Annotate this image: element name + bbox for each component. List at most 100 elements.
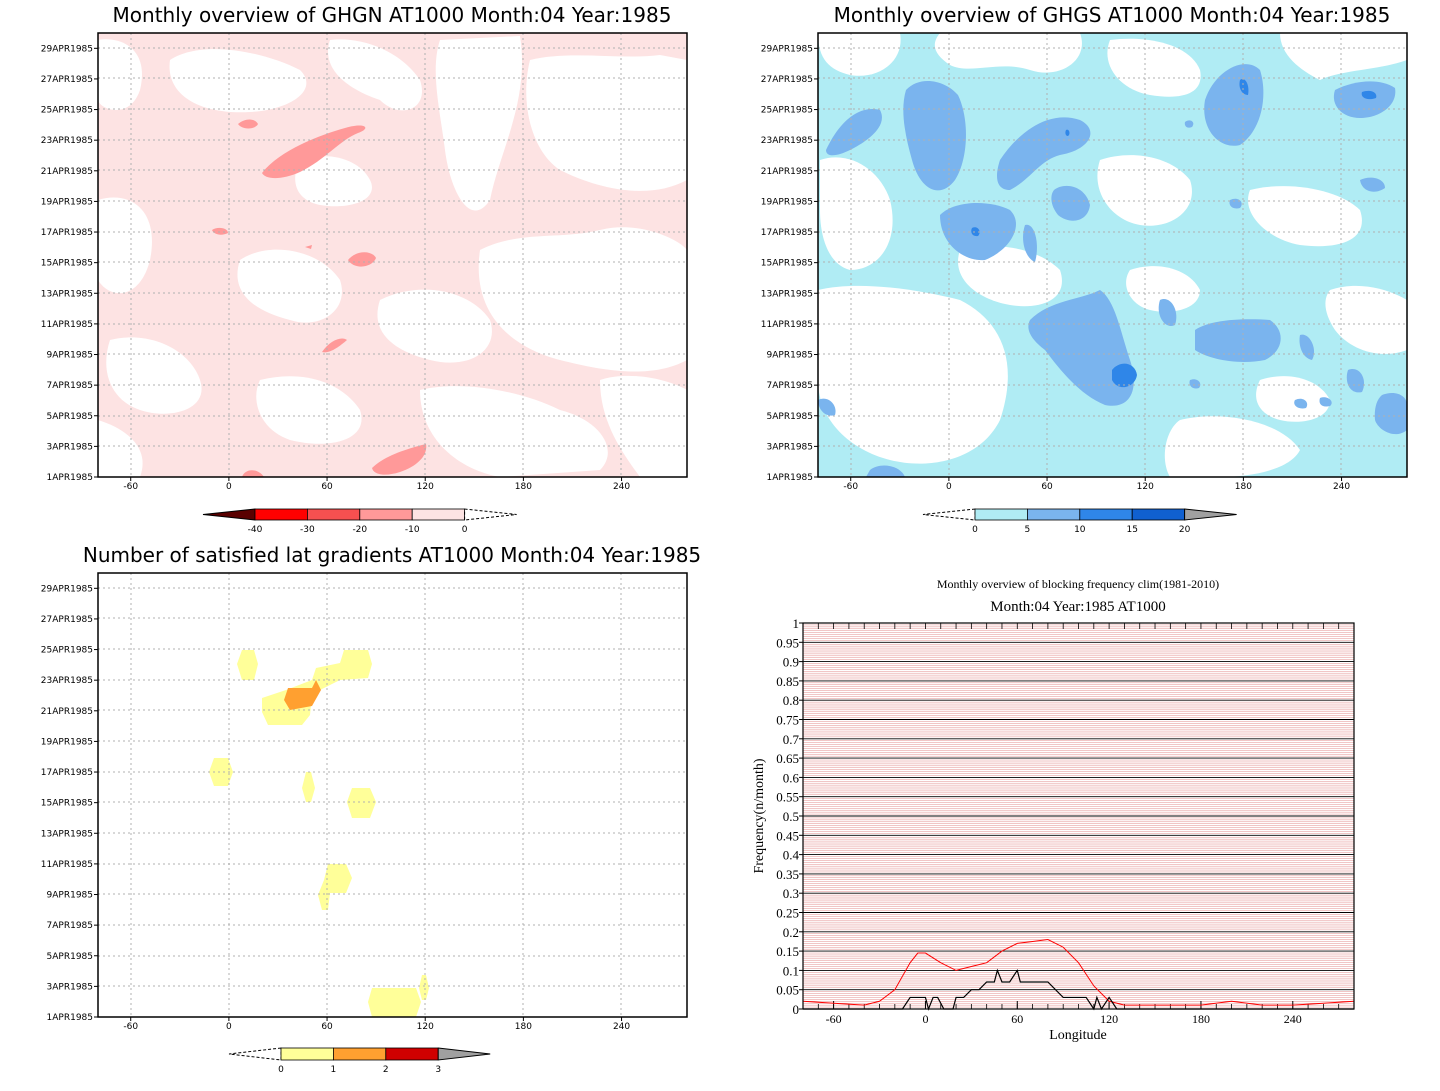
x-tick-label: 60 [321,1022,333,1032]
x-tick-label: -60 [826,1012,842,1026]
colorbar-swatch [306,508,361,521]
ghgs-frame [817,32,1408,478]
colorbar-swatch [974,508,1028,521]
y-tick-label: 19APR1985 [41,737,93,747]
colorbar-left-extension [228,1047,282,1061]
x-tick-label: 240 [1333,482,1350,492]
y-tick-label: 7APR1985 [47,921,93,931]
colorbar-left-extension [202,508,256,521]
y-tick-label: 27APR1985 [41,75,93,85]
y-tick-label: 17APR1985 [41,768,93,778]
y-tick-label: 0.75 [776,713,799,728]
x-tick-label: 0 [226,1022,232,1032]
y-tick-label: 11APR1985 [41,320,93,330]
panel-lat: Number of satisfied lat gradients AT1000… [41,543,701,1075]
y-tick-label: 0.9 [783,655,799,670]
y-tick-label: 0.35 [776,867,799,882]
panel-ghgn-title: Monthly overview of GHGN AT1000 Month:04… [113,3,672,27]
blocking-title-2: Month:04 Year:1985 AT1000 [990,599,1165,615]
colorbar-swatch [385,1047,439,1061]
x-tick-label: 120 [1137,482,1154,492]
x-tick-label: 180 [515,482,532,492]
colorbar-label: 15 [1126,525,1137,535]
blocking-ylabel: Frequency(n/month) [752,758,767,873]
x-tick-label: 240 [613,482,630,492]
x-tick-label: -60 [123,1022,138,1032]
y-tick-label: 27APR1985 [761,75,813,85]
y-tick-label: 21APR1985 [761,167,813,177]
panel-lat-title: Number of satisfied lat gradients AT1000… [83,543,701,567]
colorbar-label: -40 [248,525,263,535]
ghgs-grid [818,33,1407,477]
ghgn-white-areas [98,36,687,477]
colorbar-label: -10 [405,525,420,535]
y-tick-label: 0.8 [783,693,799,708]
series-line-red [802,939,1355,1006]
ghgn-grid [98,33,687,477]
colorbar-left-extension [922,508,976,521]
colorbar-right-extension [437,1047,491,1061]
y-tick-label: 19APR1985 [761,197,813,207]
y-tick-label: 0.55 [776,790,799,805]
x-tick-label: 60 [1011,1012,1023,1026]
colorbar-swatch [280,1047,334,1061]
colorbar-label: 3 [435,1065,441,1075]
x-tick-label: 180 [1192,1012,1210,1026]
y-tick-label: 3APR1985 [47,442,93,452]
y-tick-label: 27APR1985 [41,615,93,625]
y-tick-label: 0.95 [776,635,799,650]
x-tick-label: 0 [946,482,952,492]
y-tick-label: 23APR1985 [41,676,93,686]
colorbar-swatch [359,508,413,521]
y-tick-label: 0.3 [783,886,799,901]
colorbar-label: -30 [300,525,315,535]
lat-grid [98,573,687,1017]
y-tick-label: 5APR1985 [47,412,93,422]
y-tick-label: 7APR1985 [767,381,813,391]
x-tick-label: 60 [1041,482,1053,492]
y-tick-label: 3APR1985 [47,982,93,992]
colorbar-label: -20 [352,525,367,535]
colorbar-swatch [1079,508,1133,521]
lat-frame [97,572,688,1018]
x-tick-label: 180 [1235,482,1252,492]
ghgs-contour-5 [818,64,1407,477]
lat-axis-ticks: -60 0 60 120 180 240 1APR1985 3APR1985 5APR1985 7… [41,584,631,1032]
y-tick-label: 19APR1985 [41,197,93,207]
ghgs-axis-ticks: -60 0 60 120 180 240 1APR1985 3APR1985 5APR1985 7… [761,44,1351,492]
panel-ghgs-title: Monthly overview of GHGS AT1000 Month:04… [834,3,1391,27]
y-tick-label: 13APR1985 [41,829,93,839]
y-tick-label: 25APR1985 [41,646,93,656]
y-tick-label: 9APR1985 [47,891,93,901]
colorbar-swatch [411,508,466,521]
y-tick-label: 17APR1985 [41,228,93,238]
blocking-title-1: Monthly overview of blocking frequency c… [937,577,1219,591]
y-tick-label: 17APR1985 [761,228,813,238]
y-tick-label: 15APR1985 [41,799,93,809]
x-tick-label: 240 [1284,1012,1302,1026]
ghgn-colorbar: -40 -30 -20 -10 0 [202,508,517,535]
y-tick-label: 15APR1985 [41,259,93,269]
y-tick-label: 29APR1985 [761,44,813,54]
x-tick-label: 120 [417,1022,434,1032]
y-tick-label: 11APR1985 [41,860,93,870]
x-tick-label: 180 [515,1022,532,1032]
ghgn-axis-ticks: -60 0 60 120 180 240 1APR1985 3APR1985 5APR1985 7… [41,44,631,492]
y-tick-label: 25APR1985 [761,106,813,116]
y-tick-label: 13APR1985 [41,289,93,299]
ghgs-contour-10 [971,79,1377,388]
colorbar-label: 2 [383,1065,389,1075]
ghgn-field [98,33,687,477]
colorbar-right-extension [1184,508,1237,521]
ghgs-colorbar: 0 5 10 15 20 [922,508,1237,535]
y-tick-label: 0.4 [783,848,800,863]
colorbar-label: 20 [1179,525,1191,535]
lat-contour-1 [284,680,321,710]
blocking-frame [802,622,1355,1010]
y-tick-label: 3APR1985 [767,442,813,452]
y-tick-label: 1APR1985 [47,473,93,483]
x-tick-label: 120 [417,482,434,492]
y-tick-label: 0.6 [783,770,800,785]
colorbar-right-extension [464,508,517,521]
